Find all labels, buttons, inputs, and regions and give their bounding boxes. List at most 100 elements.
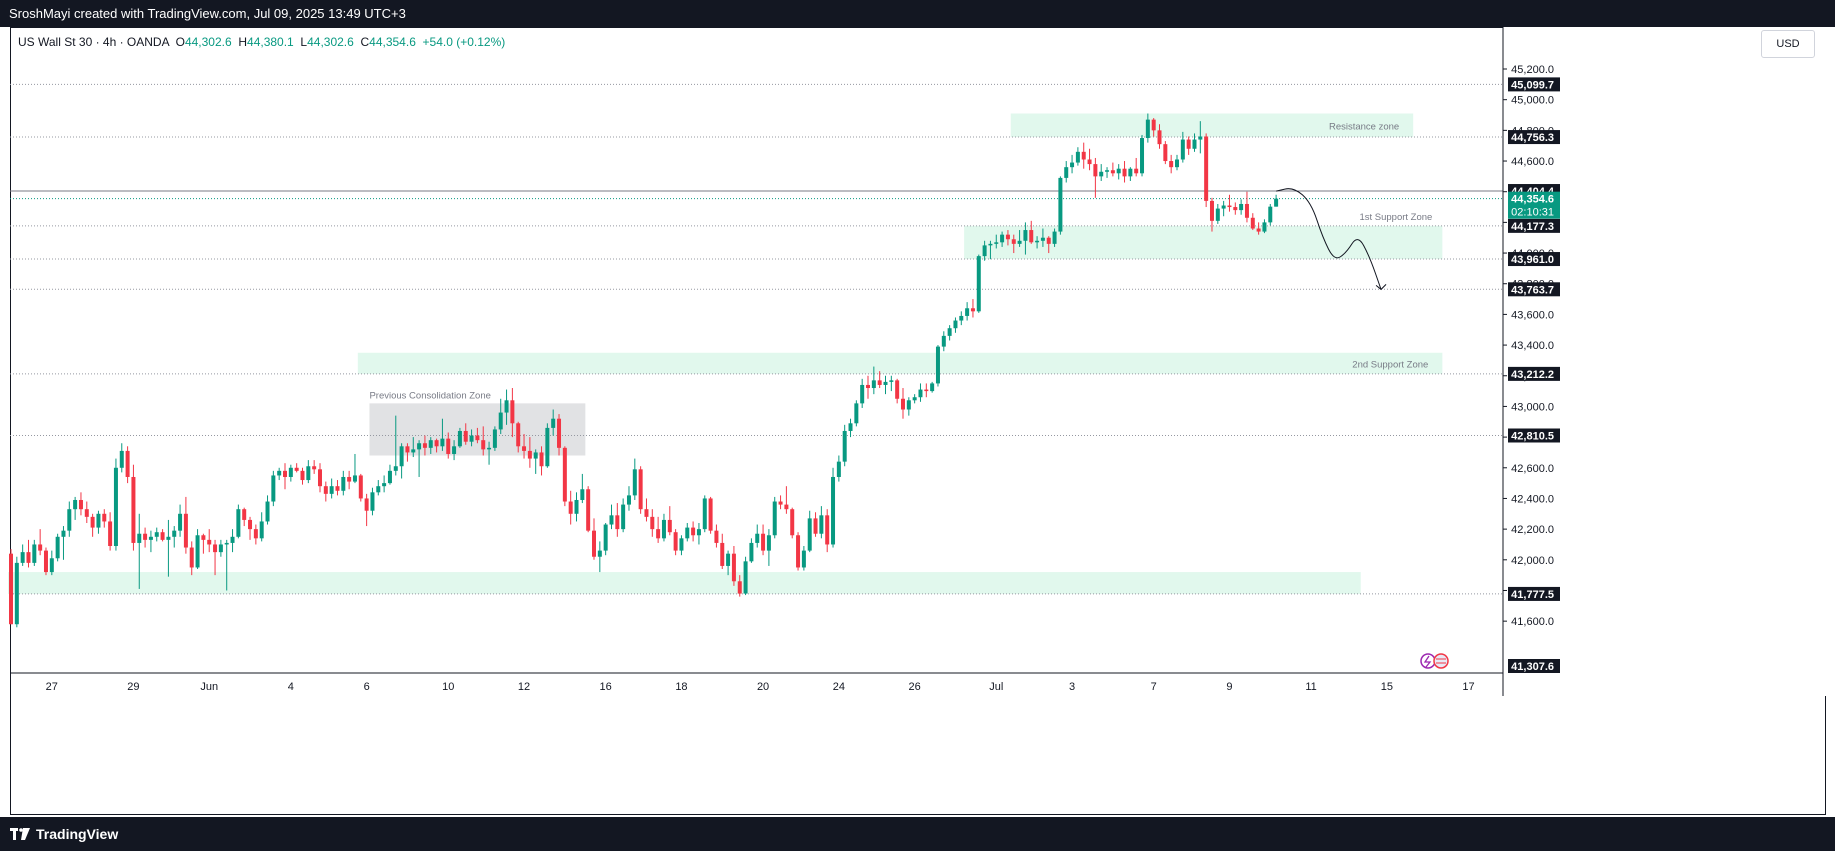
candle-body	[399, 446, 404, 467]
candle-body	[1052, 231, 1057, 244]
candle-body	[1250, 217, 1255, 229]
candle-body	[708, 498, 713, 531]
candle-body	[504, 400, 509, 413]
candle-body	[242, 509, 247, 520]
close-value: 44,354.6	[369, 35, 416, 49]
event-flash-icon[interactable]	[1420, 653, 1436, 669]
candle-body	[994, 242, 999, 244]
candle-body	[224, 542, 229, 545]
candle-body	[440, 438, 445, 447]
candle-body	[1081, 151, 1086, 160]
zone-label: Resistance zone	[1329, 121, 1399, 132]
candle-body	[586, 489, 591, 531]
x-tick-label: 12	[518, 681, 530, 693]
candle-body	[154, 532, 159, 537]
candle-body	[825, 515, 830, 545]
candle-body	[370, 492, 375, 511]
attribution-text: SroshMayi created with TradingView.com, …	[9, 6, 406, 21]
candle-body	[1209, 200, 1214, 221]
candle-body	[230, 536, 235, 543]
candle-body	[487, 447, 492, 450]
candle-body	[148, 536, 153, 540]
candle-body	[510, 400, 515, 424]
candle-body	[475, 435, 480, 441]
candle-body	[382, 483, 387, 487]
candle-body	[930, 383, 935, 392]
candle-body	[457, 430, 462, 447]
candle-body	[90, 516, 95, 528]
candle-body	[9, 553, 13, 625]
candle-body	[259, 521, 264, 539]
candle-body	[965, 308, 970, 316]
candle-body	[73, 499, 78, 510]
candle-body	[178, 513, 183, 531]
candle-body	[84, 509, 89, 517]
y-tick-label: 42,600.0	[1511, 463, 1554, 475]
price-marker-label: 43,763.7	[1511, 284, 1554, 296]
x-tick-label: 20	[757, 681, 769, 693]
candle-body	[848, 423, 853, 431]
candle-body	[102, 513, 107, 522]
candle-body	[20, 552, 25, 563]
candle-body	[632, 469, 637, 496]
candle-body	[772, 501, 777, 536]
candle-body	[172, 530, 177, 537]
candle-body	[352, 475, 357, 482]
high-value: 44,380.1	[247, 35, 294, 49]
footer-bar: TradingView	[0, 817, 1835, 851]
x-tick-label: 7	[1151, 681, 1157, 693]
high-label: H	[238, 35, 248, 49]
candle-body	[1233, 207, 1238, 211]
candle-body	[988, 243, 993, 246]
candle-body	[49, 558, 54, 573]
candle-body	[411, 449, 416, 453]
price-marker-badge	[1508, 252, 1560, 267]
candle-body	[685, 527, 690, 539]
tradingview-logo[interactable]: TradingView	[10, 817, 118, 851]
candle-body	[1029, 230, 1034, 243]
candle-body	[131, 476, 136, 543]
candle-body	[422, 443, 427, 448]
y-tick-label: 45,000.0	[1511, 95, 1554, 107]
candle-body	[667, 519, 672, 533]
candle-body	[166, 536, 171, 540]
candle-body	[924, 389, 929, 392]
zone-rect	[357, 352, 1443, 374]
candle-body	[38, 544, 43, 551]
candle-body	[67, 509, 72, 531]
x-tick-label: 6	[364, 681, 370, 693]
x-tick-label: 3	[1069, 681, 1075, 693]
candle-body	[183, 513, 188, 548]
tradingview-logo-icon	[10, 828, 30, 840]
y-tick-label: 42,200.0	[1511, 524, 1554, 536]
candle-body	[96, 513, 101, 528]
candle-body	[1186, 139, 1191, 149]
candle-body	[1256, 228, 1261, 232]
price-marker-badge	[1508, 130, 1560, 145]
candle-body	[982, 245, 987, 257]
us-flag-icon[interactable]	[1433, 653, 1449, 669]
candle-body	[539, 452, 544, 467]
candle-body	[661, 519, 666, 539]
candle-body	[1105, 170, 1110, 172]
candle-body	[1192, 139, 1197, 149]
candle-body	[1087, 159, 1092, 165]
low-label: L	[300, 35, 308, 49]
y-tick-label: 44,600.0	[1511, 156, 1554, 168]
candle-body	[1198, 136, 1203, 140]
price-marker-label: 45,099.7	[1511, 79, 1554, 91]
candle-body	[1268, 206, 1273, 223]
candle-body	[696, 529, 701, 536]
projection-arrowhead	[1375, 284, 1387, 291]
candle-body	[912, 397, 917, 401]
candle-body	[364, 498, 369, 511]
candle-body	[743, 561, 748, 594]
candle-body	[1140, 138, 1145, 174]
x-tick-label: 4	[288, 681, 294, 693]
candle-body	[819, 515, 824, 534]
candle-body	[702, 498, 707, 530]
open-value: 44,302.6	[184, 35, 232, 49]
footer-brand: TradingView	[36, 826, 119, 842]
currency-selector[interactable]: USD	[1761, 30, 1815, 58]
